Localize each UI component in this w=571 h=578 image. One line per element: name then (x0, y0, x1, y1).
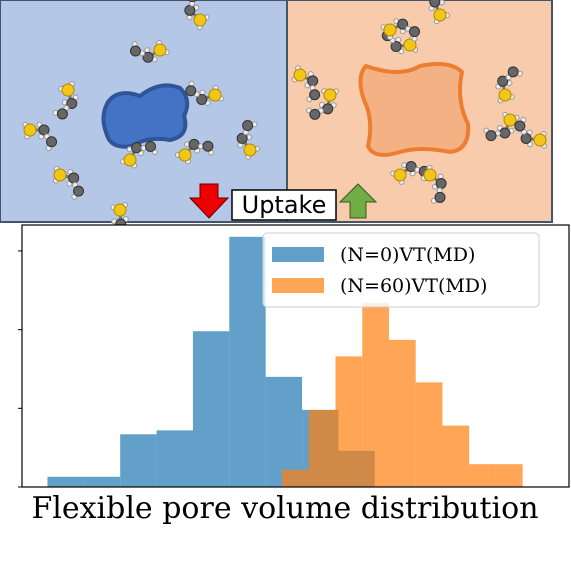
carbon (73, 185, 85, 197)
plot: (N=0)VT(MD) (N=60)VT(MD) (18, 224, 570, 488)
sulfur (113, 203, 127, 217)
carbon (485, 130, 497, 142)
carbon (66, 97, 78, 109)
sulfur (53, 168, 67, 182)
bar (229, 236, 266, 487)
sulfur (393, 168, 407, 182)
sulfur (323, 88, 337, 102)
carbon (520, 132, 532, 144)
sulfur (23, 123, 37, 137)
bar (495, 464, 523, 487)
label-box (231, 189, 337, 221)
carbon (196, 93, 208, 105)
carbon (514, 120, 526, 132)
bar (156, 430, 193, 487)
down-arrow (188, 183, 230, 219)
carbon (242, 120, 254, 132)
carbon (307, 75, 319, 87)
sulfur (243, 143, 257, 157)
bar (415, 382, 443, 487)
carbon (38, 124, 50, 136)
bar (192, 331, 230, 487)
sulfur (533, 133, 547, 147)
sulfur (503, 113, 517, 127)
bar (282, 469, 309, 487)
carbon (429, 0, 441, 8)
bar (265, 376, 303, 487)
sulfur (498, 88, 512, 102)
sulfur (178, 148, 192, 162)
sulfur (433, 8, 447, 22)
up-arrow (338, 183, 378, 219)
carbon (46, 136, 58, 148)
bar (469, 464, 496, 487)
carbon (390, 41, 402, 53)
carbon (497, 75, 509, 87)
carbon (434, 191, 446, 203)
carbon (184, 4, 196, 16)
bar (308, 409, 336, 487)
legend: (N=0)VT(MD) (N=60)VT(MD) (262, 232, 540, 308)
sulfur (383, 23, 397, 37)
legend-swatch (272, 278, 324, 293)
legend-label: (N=60)VT(MD) (340, 275, 487, 297)
illustration: Uptake (0, 0, 553, 238)
sulfur (61, 83, 75, 97)
sulfur (423, 168, 437, 182)
sulfur (123, 153, 137, 167)
frame (21, 224, 570, 488)
carbon (507, 66, 519, 78)
legend-box (262, 232, 540, 308)
legend-label: (N=0)VT(MD) (340, 244, 475, 266)
carbon (188, 138, 200, 150)
carbon (188, 0, 197, 3)
bar (362, 302, 389, 487)
sulfur (193, 13, 207, 27)
carbon (68, 172, 80, 184)
carbon (405, 161, 417, 173)
carbon (185, 85, 197, 97)
sulfur (208, 88, 222, 102)
bar (388, 339, 416, 487)
carbon (309, 89, 321, 101)
carbon (202, 140, 214, 152)
bar (442, 425, 470, 487)
legend-swatch (272, 247, 324, 262)
bar (120, 434, 157, 487)
sulfur (403, 38, 417, 52)
caption: Flexible pore volume distribution (31, 491, 538, 526)
carbon (397, 18, 409, 30)
carbon (131, 142, 143, 154)
carbon (145, 140, 157, 152)
carbon (142, 51, 154, 63)
bar (83, 476, 121, 487)
uptake-label: Uptake (242, 191, 327, 219)
carbon (56, 108, 68, 120)
carbon (129, 45, 141, 57)
sulfur (153, 43, 167, 57)
carbon (236, 132, 248, 144)
carbon (309, 108, 321, 120)
bar (47, 476, 84, 487)
carbon (499, 127, 511, 139)
carbon (435, 177, 447, 189)
sulfur (293, 68, 307, 82)
pore-large (358, 62, 471, 157)
pore-small (101, 83, 190, 149)
bar (335, 356, 363, 487)
molecules (22, 0, 547, 238)
carbon (409, 26, 421, 38)
carbon (322, 103, 334, 115)
